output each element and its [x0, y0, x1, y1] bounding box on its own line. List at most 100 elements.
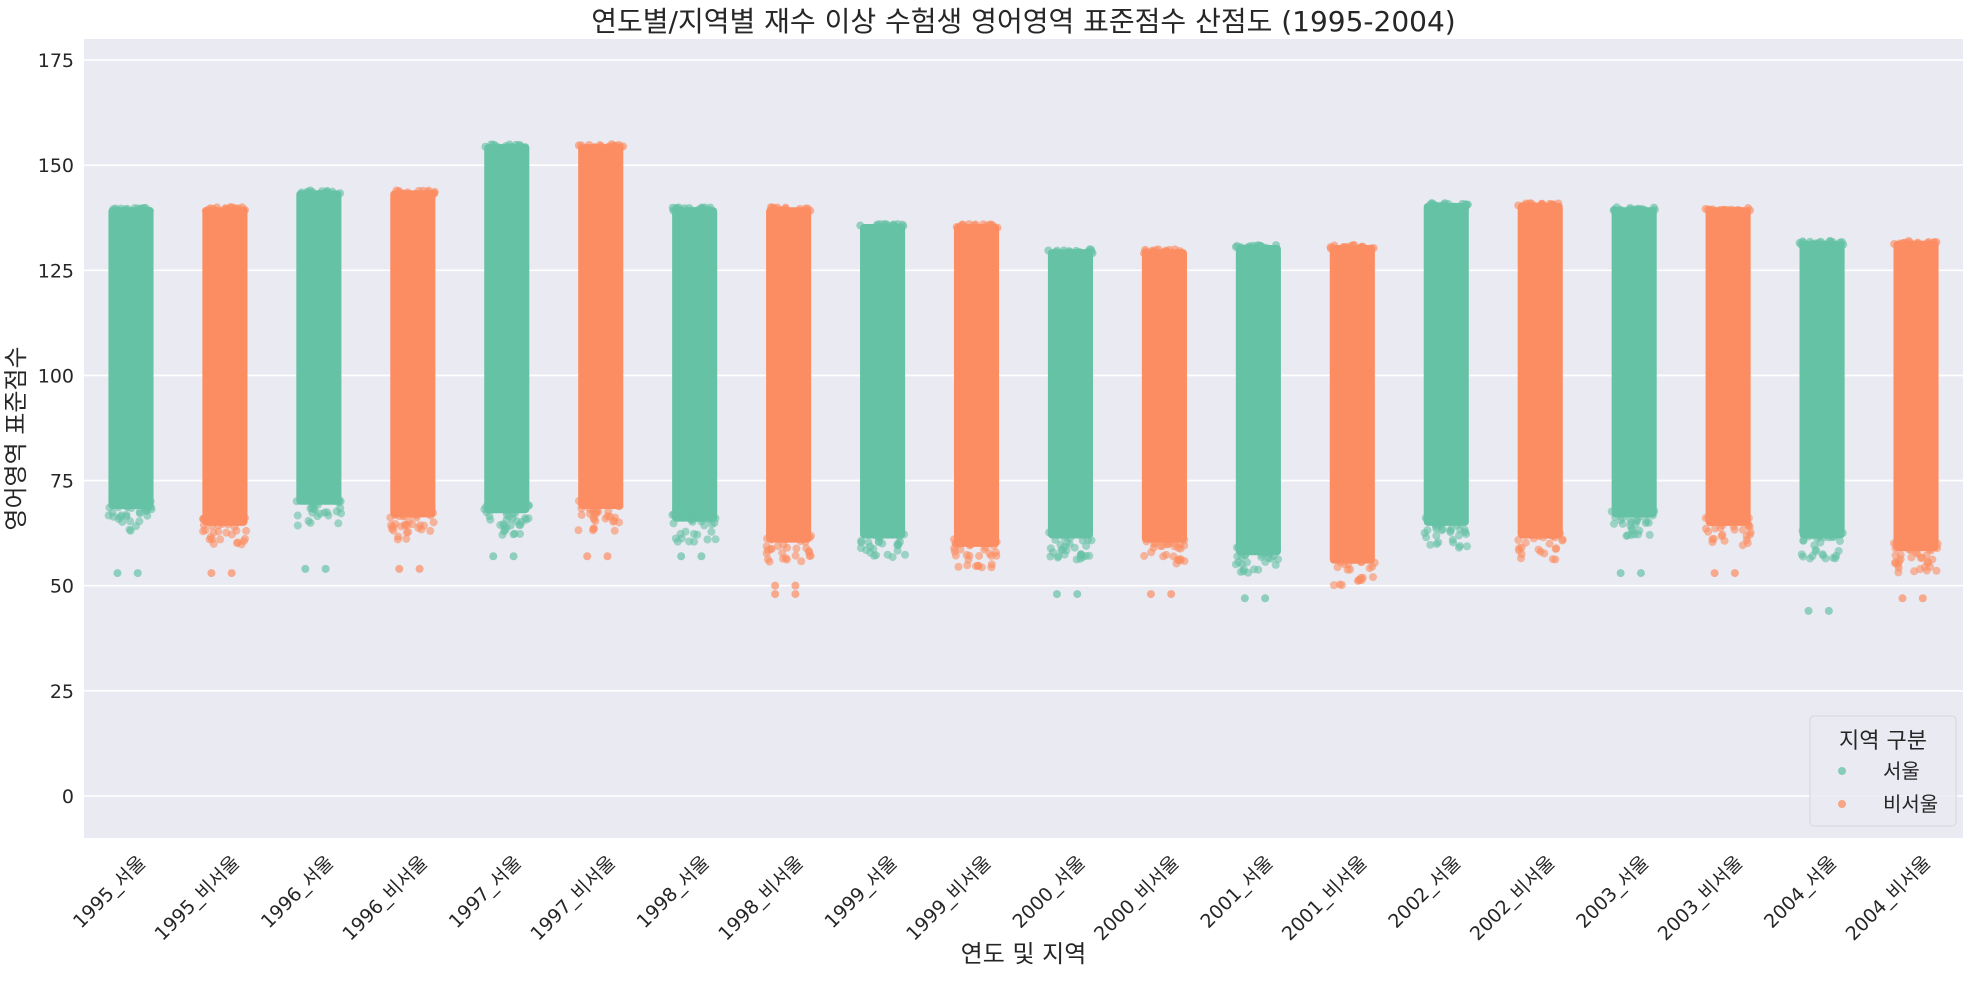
data-point [123, 503, 132, 512]
data-point [1148, 246, 1157, 255]
data-point [795, 204, 804, 213]
data-point [1343, 565, 1352, 574]
strip-1997_비서울 [574, 140, 628, 561]
x-tick-label: 1999_비서울 [902, 852, 996, 946]
data-point [1053, 246, 1062, 255]
outlier-point [227, 569, 236, 578]
data-point [1440, 200, 1449, 209]
data-point [1811, 547, 1820, 556]
data-point [1925, 539, 1934, 548]
data-point [1734, 513, 1743, 522]
outlier-point [1167, 590, 1176, 599]
data-point [1895, 557, 1904, 566]
legend-label: 비서울 [1883, 792, 1938, 816]
data-point [963, 535, 972, 544]
data-point [130, 204, 139, 213]
data-point [1462, 530, 1471, 539]
data-point [1171, 531, 1180, 540]
data-point [1361, 552, 1370, 561]
data-point [1079, 529, 1088, 538]
data-point [1539, 533, 1548, 542]
data-point [797, 557, 806, 566]
data-point [616, 143, 625, 152]
data-point [501, 142, 510, 151]
data-point [1922, 566, 1931, 575]
strip-2001_비서울 [1326, 241, 1379, 590]
data-point [126, 517, 135, 526]
data-point [1537, 199, 1546, 208]
data-point [698, 204, 707, 213]
y-axis-label: 영어영역 표준점수 [2, 346, 30, 530]
data-point [1835, 537, 1844, 546]
data-point [126, 526, 135, 535]
data-point [335, 496, 344, 505]
data-point [1529, 526, 1538, 535]
x-axis-label: 연도 및 지역 [961, 940, 1087, 968]
strip-1998_비서울 [762, 203, 815, 599]
data-point [610, 526, 619, 535]
data-point [693, 530, 702, 539]
data-point [1625, 514, 1634, 523]
data-point [1243, 558, 1252, 567]
data-point [774, 533, 783, 542]
strip-1996_서울 [292, 186, 346, 573]
data-point [397, 522, 406, 531]
data-point [219, 513, 228, 522]
data-point [703, 535, 712, 544]
outlier-point [1730, 569, 1739, 578]
data-point [1517, 527, 1526, 536]
data-point [956, 222, 965, 231]
series-서울 [104, 140, 1848, 615]
data-point [315, 189, 324, 198]
data-point [954, 539, 963, 548]
data-point [486, 515, 495, 524]
data-point [207, 514, 216, 523]
data-point [1928, 555, 1937, 564]
data-point [1428, 199, 1437, 208]
data-point [1432, 531, 1441, 540]
data-point [1271, 560, 1280, 569]
data-point [1836, 238, 1845, 247]
x-tick-label: 1997_서울 [445, 852, 526, 933]
data-point [293, 511, 302, 520]
data-point [140, 499, 149, 508]
data-point [1548, 555, 1557, 564]
data-point [403, 520, 412, 529]
data-point [1369, 244, 1378, 253]
data-point [884, 529, 893, 538]
outlier-point [489, 552, 498, 561]
data-point [1250, 565, 1259, 574]
legend-marker [1838, 767, 1846, 775]
x-tick-label: 2001_비서울 [1278, 852, 1372, 946]
data-point [591, 510, 600, 519]
strip-1999_비서울 [950, 220, 1002, 572]
y-tick-label: 175 [38, 50, 74, 72]
strip-core [1141, 249, 1187, 543]
data-point [1051, 535, 1060, 544]
data-point [1514, 201, 1523, 210]
outlier-point [1804, 606, 1813, 615]
data-point [1258, 243, 1267, 252]
strip-core [1799, 240, 1845, 539]
data-point [1704, 527, 1713, 536]
data-point [429, 518, 438, 527]
data-point [1534, 545, 1543, 554]
y-tick-label: 50 [50, 576, 74, 598]
data-point [496, 521, 505, 530]
outlier-point [1636, 569, 1645, 578]
outlier-point [791, 581, 800, 590]
data-point [982, 535, 991, 544]
data-point [805, 548, 814, 557]
data-point [1555, 529, 1564, 538]
data-point [1514, 536, 1523, 545]
outlier-point [395, 564, 404, 573]
data-point [1087, 247, 1096, 256]
data-point [1925, 545, 1934, 554]
series-비서울 [199, 140, 1942, 603]
data-point [668, 203, 677, 212]
data-point [1618, 519, 1627, 528]
outlier-point [1898, 594, 1907, 603]
data-point [135, 517, 144, 526]
data-point [417, 506, 426, 515]
strip-core [1893, 240, 1939, 552]
